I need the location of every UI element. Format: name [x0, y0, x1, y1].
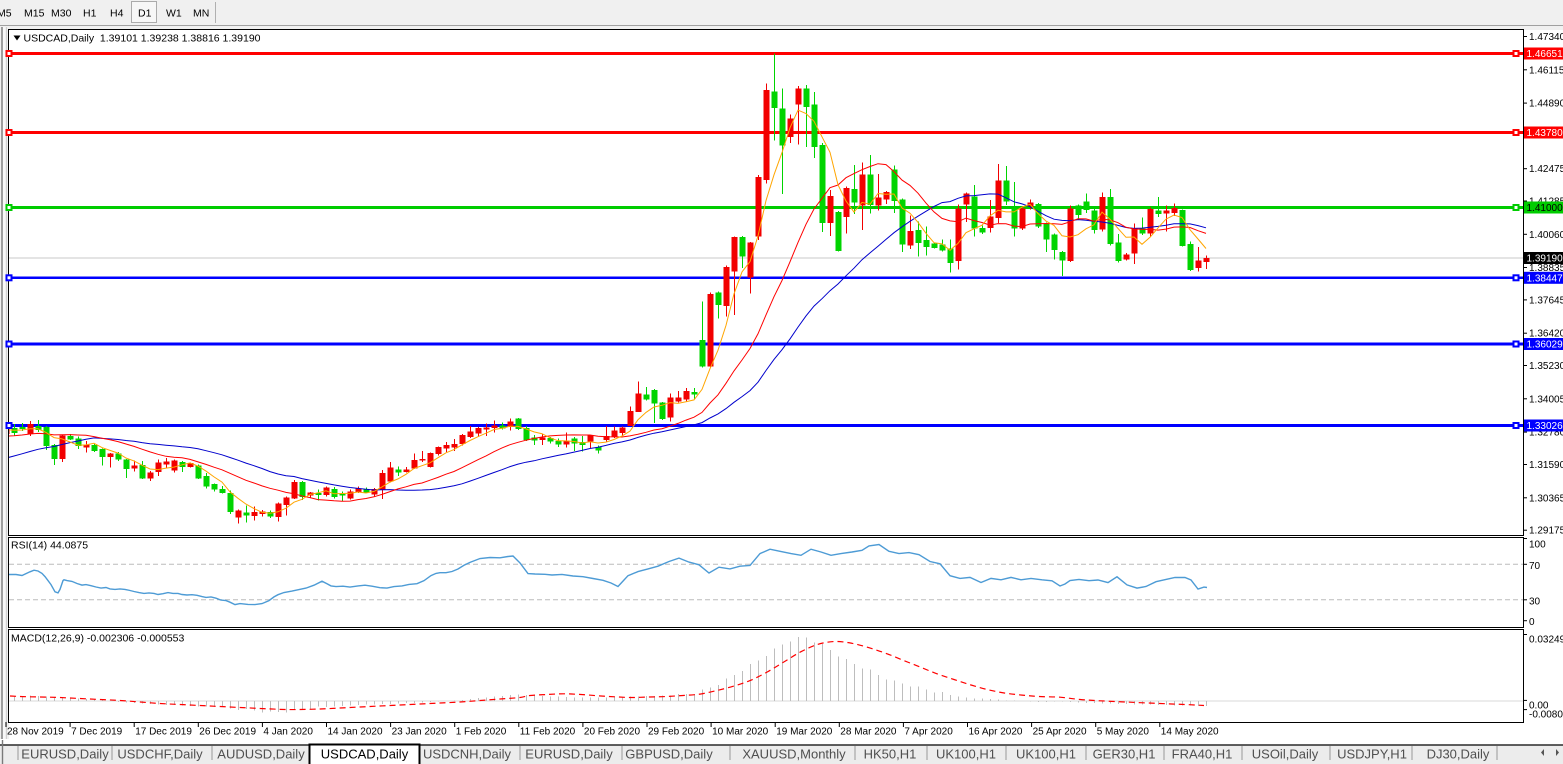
svg-text:19 Mar 2020: 19 Mar 2020 [776, 727, 833, 738]
svg-text:14 May 2020: 14 May 2020 [1161, 727, 1219, 738]
svg-text:W1: W1 [166, 8, 182, 20]
svg-text:USDJPY,H1: USDJPY,H1 [1337, 747, 1407, 762]
svg-text:1.32780: 1.32780 [1529, 428, 1563, 439]
svg-text:1.38835: 1.38835 [1529, 263, 1563, 274]
svg-text:EURUSD,Daily: EURUSD,Daily [21, 747, 109, 762]
svg-text:29 Feb 2020: 29 Feb 2020 [648, 727, 705, 738]
svg-text:FRA40,H1: FRA40,H1 [1172, 747, 1233, 762]
svg-text:HK50,H1: HK50,H1 [864, 747, 917, 762]
svg-text:10 Mar 2020: 10 Mar 2020 [712, 727, 769, 738]
svg-text:1.42475: 1.42475 [1529, 164, 1563, 175]
svg-text:UK100,H1: UK100,H1 [1016, 747, 1076, 762]
svg-text:M30: M30 [51, 8, 72, 20]
svg-text:1.43780: 1.43780 [1527, 128, 1563, 139]
svg-text:23 Jan 2020: 23 Jan 2020 [392, 727, 447, 738]
svg-text:1.31590: 1.31590 [1529, 460, 1563, 471]
svg-text:1.46115: 1.46115 [1529, 65, 1563, 76]
svg-text:MN: MN [193, 8, 209, 20]
svg-text:1.30365: 1.30365 [1529, 493, 1563, 504]
svg-text:1.46651: 1.46651 [1527, 49, 1563, 60]
svg-text:1.29175: 1.29175 [1529, 526, 1563, 537]
svg-text:7 Apr 2020: 7 Apr 2020 [904, 727, 953, 738]
svg-text:H1: H1 [83, 8, 97, 20]
svg-text:0.032493: 0.032493 [1529, 635, 1563, 646]
svg-text:GER30,H1: GER30,H1 [1093, 747, 1156, 762]
svg-text:USDCAD,Daily 1.39101 1.39238: USDCAD,Daily 1.39101 1.39238 1.38816 1.3… [24, 33, 261, 45]
svg-text:70: 70 [1529, 561, 1541, 572]
svg-text:30: 30 [1529, 596, 1541, 607]
svg-text:M5: M5 [0, 8, 12, 20]
svg-text:USDCNH,Daily: USDCNH,Daily [423, 747, 512, 762]
svg-text:USOil,Daily: USOil,Daily [1252, 747, 1319, 762]
svg-text:14 Jan 2020: 14 Jan 2020 [328, 727, 383, 738]
svg-text:AUDUSD,Daily: AUDUSD,Daily [217, 747, 305, 762]
svg-text:1.34005: 1.34005 [1529, 394, 1563, 405]
svg-text:UK100,H1: UK100,H1 [936, 747, 996, 762]
svg-text:1.33026: 1.33026 [1527, 421, 1563, 432]
svg-text:17 Dec 2019: 17 Dec 2019 [135, 727, 192, 738]
svg-text:USDCHF,Daily: USDCHF,Daily [117, 747, 203, 762]
svg-text:0.00: 0.00 [1529, 700, 1549, 711]
svg-text:D1: D1 [138, 8, 152, 20]
svg-text:1.36029: 1.36029 [1527, 340, 1563, 351]
svg-text:GBPUSD,Daily: GBPUSD,Daily [625, 747, 713, 762]
svg-text:0: 0 [1529, 617, 1535, 628]
svg-text:5 May 2020: 5 May 2020 [1097, 727, 1150, 738]
svg-text:20 Feb 2020: 20 Feb 2020 [584, 727, 641, 738]
svg-text:28 Nov 2019: 28 Nov 2019 [7, 727, 64, 738]
svg-text:26 Dec 2019: 26 Dec 2019 [199, 727, 256, 738]
svg-text:1.44890: 1.44890 [1529, 99, 1563, 110]
svg-text:1.38447: 1.38447 [1527, 273, 1563, 284]
svg-text:1.41000: 1.41000 [1527, 203, 1563, 214]
svg-text:RSI(14) 44.0875: RSI(14) 44.0875 [11, 540, 88, 552]
svg-text:1.47340: 1.47340 [1529, 32, 1563, 43]
svg-text:1.35230: 1.35230 [1529, 361, 1563, 372]
svg-text:25 Apr 2020: 25 Apr 2020 [1033, 727, 1087, 738]
svg-text:28 Mar 2020: 28 Mar 2020 [840, 727, 897, 738]
svg-text:11 Feb 2020: 11 Feb 2020 [520, 727, 576, 738]
svg-text:1 Feb 2020: 1 Feb 2020 [456, 727, 507, 738]
svg-text:-0.008086: -0.008086 [1529, 710, 1563, 721]
svg-text:4 Jan 2020: 4 Jan 2020 [263, 727, 313, 738]
svg-text:1.39190: 1.39190 [1527, 254, 1563, 265]
svg-text:7 Dec 2019: 7 Dec 2019 [71, 727, 123, 738]
svg-text:1.40060: 1.40060 [1529, 230, 1563, 241]
svg-text:1.37645: 1.37645 [1529, 295, 1563, 306]
svg-text:XAUUSD,Monthly: XAUUSD,Monthly [742, 747, 846, 762]
svg-text:H4: H4 [110, 8, 124, 20]
svg-text:DJ30,Daily: DJ30,Daily [1427, 747, 1490, 762]
svg-text:100: 100 [1529, 540, 1546, 551]
svg-text:1.36420: 1.36420 [1529, 329, 1563, 340]
svg-text:M15: M15 [24, 8, 45, 20]
svg-text:EURUSD,Daily: EURUSD,Daily [525, 747, 613, 762]
svg-text:MACD(12,26,9) -0.002306 -0.000: MACD(12,26,9) -0.002306 -0.000553 [11, 633, 185, 645]
svg-text:16 Apr 2020: 16 Apr 2020 [969, 727, 1023, 738]
svg-text:USDCAD,Daily: USDCAD,Daily [321, 747, 409, 762]
